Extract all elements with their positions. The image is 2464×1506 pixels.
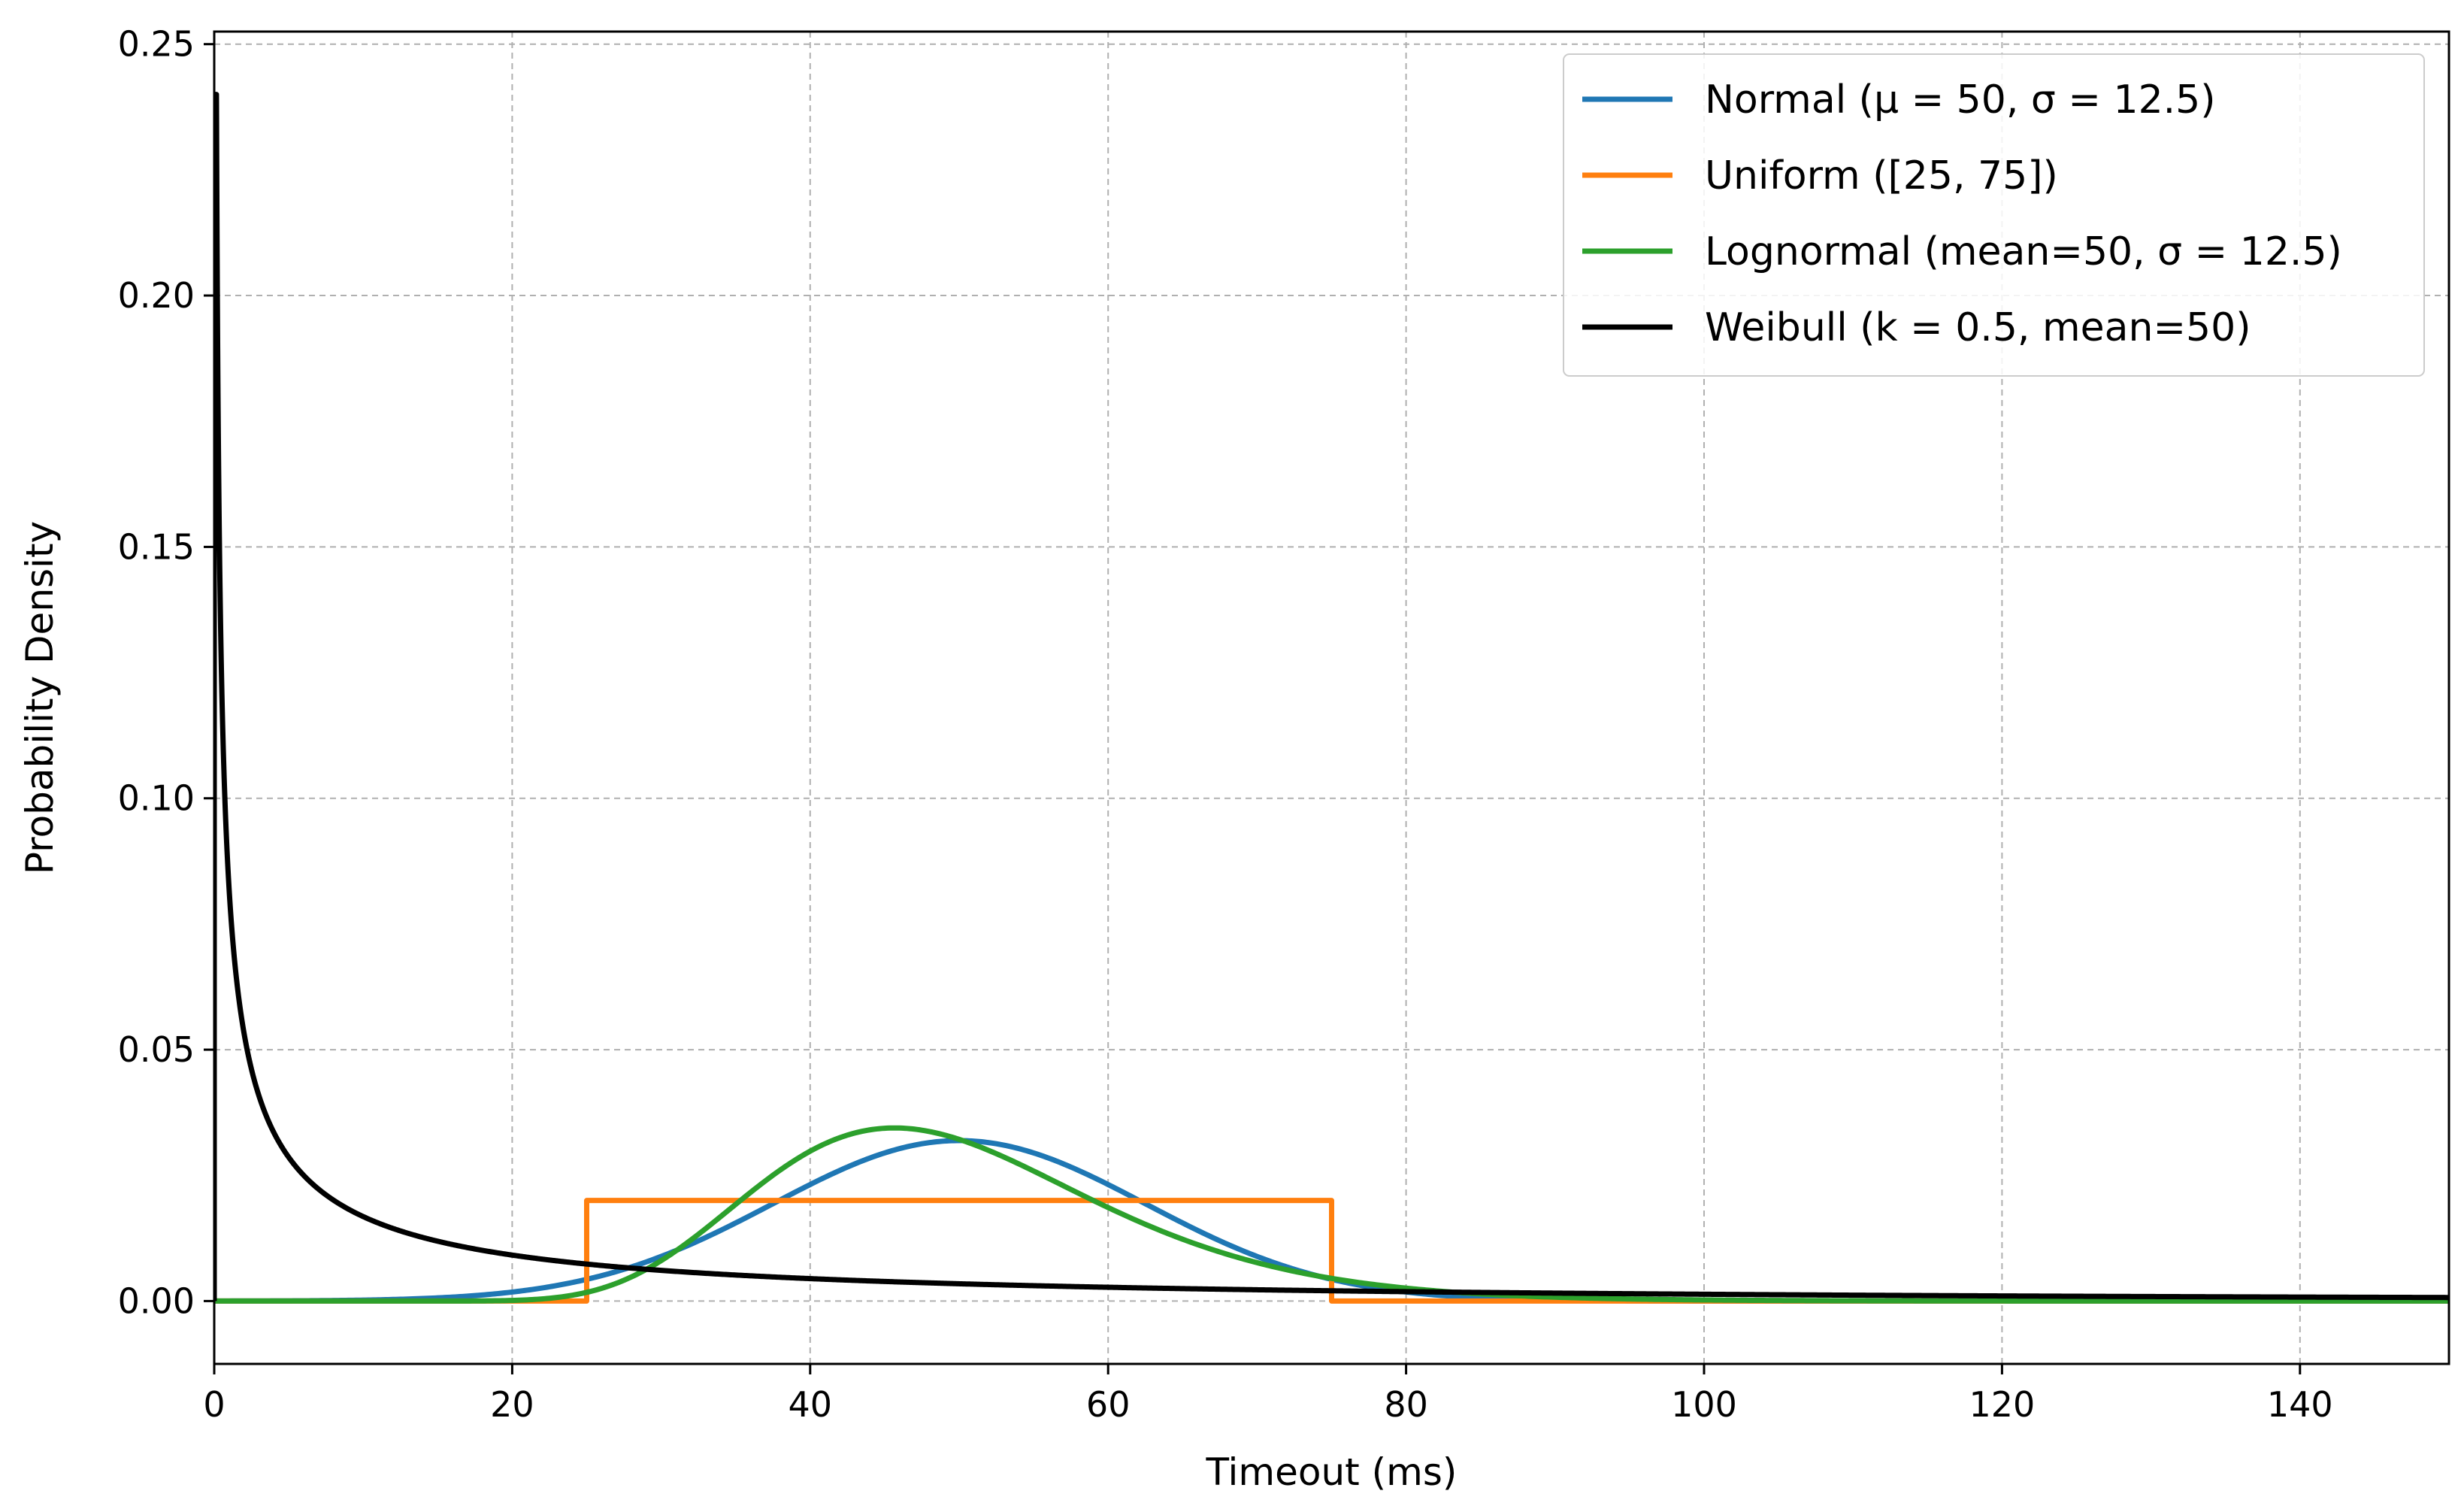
y-tick-label: 0.15 bbox=[118, 526, 195, 567]
y-tick-label: 0.00 bbox=[118, 1280, 195, 1321]
tick-layer: 0 20 40 60 80 100 120 140 0.00 0.05 0.10 0.15 0.20 0.… bbox=[118, 24, 2333, 1425]
legend-label-weibull: Weibull (k = 0.5, mean=50) bbox=[1705, 305, 2251, 350]
x-tick-label: 120 bbox=[1969, 1384, 2035, 1425]
legend-box bbox=[1563, 53, 2425, 377]
plot-frame bbox=[213, 30, 2450, 1365]
y-tick-label: 0.10 bbox=[118, 778, 195, 819]
x-tick-label: 100 bbox=[1671, 1384, 1737, 1425]
series-layer bbox=[214, 92, 2449, 1304]
legend-label-lognormal: Lognormal (mean=50, σ = 12.5) bbox=[1705, 229, 2342, 274]
legend-label-normal: Normal (μ = 50, σ = 12.5) bbox=[1705, 77, 2216, 123]
y-tick-label: 0.05 bbox=[118, 1029, 195, 1070]
series-line-lognormal bbox=[214, 1125, 2449, 1304]
y-tick-label: 0.25 bbox=[118, 24, 195, 65]
x-tick-label: 80 bbox=[1384, 1384, 1428, 1425]
y-axis-label: Probability Density bbox=[18, 521, 62, 874]
legend: Normal (μ = 50, σ = 12.5) Uniform ([25, … bbox=[1563, 53, 2425, 377]
x-tick-label: 140 bbox=[2267, 1384, 2333, 1425]
x-tick-label: 20 bbox=[490, 1384, 534, 1425]
x-axis-label: Timeout (ms) bbox=[1206, 1450, 1458, 1494]
y-tick-label: 0.20 bbox=[118, 275, 195, 316]
x-tick-label: 0 bbox=[203, 1384, 225, 1425]
x-tick-label: 60 bbox=[1086, 1384, 1131, 1425]
legend-label-uniform: Uniform ([25, 75]) bbox=[1705, 153, 2058, 198]
x-tick-label: 40 bbox=[789, 1384, 833, 1425]
series-line-weibull bbox=[214, 92, 2449, 1301]
